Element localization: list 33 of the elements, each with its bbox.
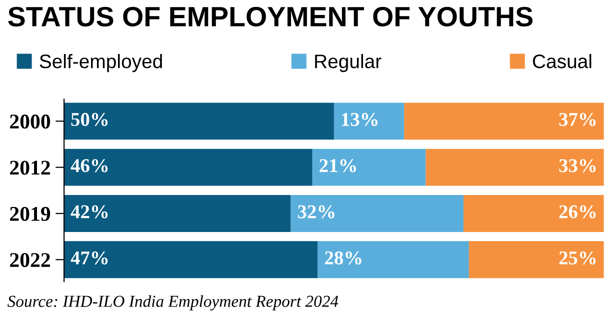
legend-label: Casual [532, 54, 592, 68]
data-label: 26% [559, 205, 596, 218]
data-label: 50% [71, 112, 108, 126]
data-label: 46% [70, 159, 108, 172]
chart-title: STATUS OF EMPLOYMENT OF YOUTHS [8, 6, 533, 27]
bar [464, 195, 604, 232]
data-label: 47% [70, 251, 108, 265]
bar [426, 148, 604, 186]
legend-label: Regular [315, 54, 382, 72]
data-label: 13% [342, 112, 378, 126]
bar [334, 102, 404, 140]
bar [64, 102, 334, 140]
data-label: 37% [559, 112, 596, 126]
data-label: 33% [559, 159, 596, 172]
y-tick-label: 2012 [10, 160, 50, 175]
bar [312, 148, 426, 186]
y-tick-label: 2000 [10, 114, 50, 129]
bar [404, 102, 604, 140]
bar [64, 195, 291, 232]
source-note: Source: IHD-ILO India Employment Report 2024 [8, 295, 338, 310]
data-label: 21% [320, 159, 356, 172]
y-tick-label: 2022 [10, 253, 50, 268]
bar [468, 241, 604, 278]
bar [64, 148, 312, 186]
bar [64, 241, 318, 278]
data-label: 28% [325, 251, 362, 265]
legend-label: Self-employed [40, 54, 162, 72]
y-tick-label: 2019 [10, 206, 50, 221]
bar [318, 241, 469, 278]
bar [290, 195, 464, 232]
data-label: 32% [298, 205, 334, 218]
data-label: 42% [70, 205, 108, 218]
data-label: 25% [559, 251, 596, 265]
